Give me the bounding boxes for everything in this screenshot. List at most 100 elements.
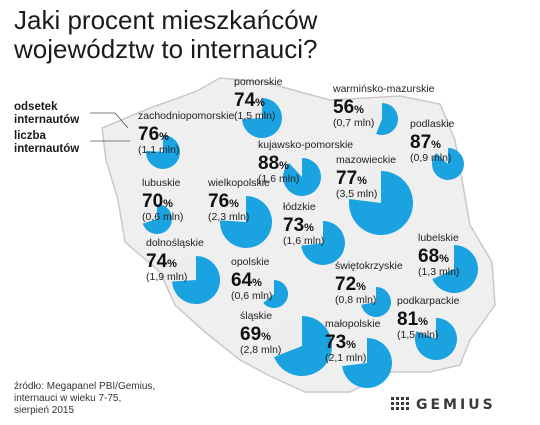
- percent-unit-podkarpackie: %: [418, 316, 428, 328]
- legend-percent-line-2: internautów: [14, 114, 80, 126]
- region-name-opolskie: opolskie: [231, 256, 270, 268]
- region-slaskie: śląskie 69%(2,8 mln): [240, 310, 333, 376]
- pie-slice-lubuskie: [142, 204, 172, 235]
- page-title: Jaki procent mieszkańców województw to i…: [14, 6, 534, 64]
- region-percent-opolskie: 64%: [231, 270, 262, 291]
- region-users-warminsko-mazurskie: (0,7 mln): [333, 117, 374, 129]
- region-users-swietokrzyskie: (0,8 mln): [335, 294, 376, 306]
- percent-unit-lubuskie: %: [163, 198, 173, 210]
- region-percent-lodzkie: 73%: [283, 215, 314, 236]
- region-malopolskie: małopolskie 73%(2,1 mln): [325, 318, 393, 388]
- region-swietokrzyskie: świętokrzyskie 72%(0,8 mln): [335, 260, 403, 318]
- legend-count-line-1: liczba: [14, 130, 46, 142]
- percent-value-opolskie: 64: [231, 270, 253, 291]
- region-podlaskie: podlaskie 87%(0,9 mln): [410, 118, 465, 180]
- region-users-kujawsko-pomorskie: (1,6 mln): [258, 173, 299, 185]
- region-name-malopolskie: małopolskie: [325, 318, 381, 330]
- percent-unit-lodzkie: %: [304, 222, 314, 234]
- region-lubelskie: lubelskie 68%(1,3 mln): [418, 232, 478, 293]
- percent-unit-mazowieckie: %: [357, 175, 367, 187]
- source-line-2: internauci w wieku 7-75,: [14, 393, 122, 404]
- region-kujawsko-pomorskie: kujawsko-pomorskie 88%(1,6 mln): [258, 139, 353, 196]
- region-percent-lubuskie: 70%: [142, 191, 173, 212]
- region-podkarpackie: podkarpackie 81%(1,5 mln): [397, 295, 460, 360]
- region-users-opolskie: (0,6 mln): [231, 290, 272, 302]
- percent-value-swietokrzyskie: 72: [335, 274, 356, 295]
- region-name-lubelskie: lubelskie: [418, 232, 459, 244]
- region-name-kujawsko-pomorskie: kujawsko-pomorskie: [258, 139, 353, 151]
- percent-unit-warminsko-mazurskie: %: [354, 104, 364, 116]
- poland-map-outline: [101, 77, 496, 393]
- pie-slice-wielkopolskie: [219, 196, 272, 248]
- pie-slice-warminsko-mazurskie: [376, 103, 398, 135]
- region-warminsko-mazurskie: warmińsko-mazurskie 56%(0,7 mln): [332, 83, 435, 135]
- region-users-podkarpackie: (1,5 mln): [397, 329, 438, 341]
- region-pomorskie: pomorskie 74%(1,5 mln): [234, 76, 283, 138]
- percent-unit-kujawsko-pomorskie: %: [279, 160, 289, 172]
- region-name-lodzkie: łódzkie: [283, 201, 316, 213]
- region-users-lubuskie: (0,6 mln): [142, 211, 183, 223]
- pie-slice-pomorskie: [242, 98, 283, 138]
- region-percent-warminsko-mazurskie: 56%: [333, 97, 364, 118]
- source-line-1: źródło: Megapanel PBI/Gemius,: [14, 381, 156, 392]
- region-name-wielkopolskie: wielkopolskie: [207, 177, 270, 189]
- region-name-podkarpackie: podkarpackie: [397, 295, 460, 307]
- region-users-lubelskie: (1,3 mln): [418, 266, 459, 278]
- region-users-malopolskie: (2,1 mln): [325, 352, 366, 364]
- percent-unit-dolnoslaskie: %: [167, 258, 177, 270]
- percent-unit-lubelskie: %: [439, 253, 449, 265]
- region-wielkopolskie: wielkopolskie 76%(2,3 mln): [207, 177, 272, 248]
- pie-slice-podlaskie: [432, 148, 465, 180]
- percent-unit-malopolskie: %: [346, 339, 356, 351]
- region-name-slaskie: śląskie: [240, 310, 272, 322]
- pie-slice-swietokrzyskie: [361, 287, 392, 318]
- source-line-3: sierpień 2015: [14, 405, 75, 416]
- percent-value-warminsko-mazurskie: 56: [333, 97, 354, 118]
- pie-slice-kujawsko-pomorskie: [282, 158, 321, 196]
- region-name-pomorskie: pomorskie: [234, 76, 283, 88]
- region-users-lodzkie: (1,6 mln): [283, 235, 324, 247]
- region-percent-lubelskie: 68%: [418, 246, 449, 267]
- source-note: źródło: Megapanel PBI/Gemius, internauci…: [14, 381, 155, 417]
- legend-percent-line-1: odsetek: [14, 101, 58, 113]
- region-percent-slaskie: 69%: [240, 324, 271, 345]
- region-users-slaskie: (2,8 mln): [240, 344, 281, 356]
- percent-value-lubuskie: 70: [142, 191, 163, 212]
- percent-value-kujawsko-pomorskie: 88: [258, 153, 279, 174]
- percent-value-wielkopolskie: 76: [208, 191, 229, 212]
- pie-slice-podkarpackie: [414, 318, 457, 360]
- region-users-mazowieckie: (3,5 mln): [336, 188, 377, 200]
- gemius-dot-grid-icon: [391, 397, 409, 410]
- region-percent-mazowieckie: 77%: [336, 168, 367, 189]
- percent-value-mazowieckie: 77: [336, 168, 357, 189]
- percent-unit-slaskie: %: [261, 331, 271, 343]
- gemius-logo-text: GEMIUS: [416, 397, 496, 413]
- legend-count-line-2: internautów: [14, 143, 80, 155]
- region-percent-wielkopolskie: 76%: [208, 191, 239, 212]
- region-users-dolnoslaskie: (1,9 mln): [146, 271, 187, 283]
- legend-pointer-percent-diag: [114, 112, 129, 129]
- region-percent-podlaskie: 87%: [410, 132, 441, 153]
- region-zachodniopomorskie: zachodniopomorskie 76%(1,1 mln): [138, 110, 234, 169]
- region-percent-zachodniopomorskie: 76%: [138, 124, 169, 145]
- pie-slice-lubelskie: [432, 245, 478, 293]
- percent-unit-wielkopolskie: %: [229, 198, 239, 210]
- region-name-mazowieckie: mazowieckie: [336, 154, 396, 166]
- pie-slice-dolnoslaskie: [172, 256, 221, 305]
- percent-unit-opolskie: %: [252, 277, 262, 289]
- region-users-wielkopolskie: (2,3 mln): [208, 211, 249, 223]
- region-users-pomorskie: (1,5 mln): [234, 110, 275, 122]
- percent-unit-pomorskie: %: [255, 97, 265, 109]
- title-line-2: województw to internauci?: [14, 34, 318, 64]
- legend-percent-label: odsetek internautów: [14, 101, 79, 127]
- percent-value-podkarpackie: 81: [397, 309, 419, 330]
- legend-count-label: liczba internautów: [14, 130, 79, 156]
- region-name-zachodniopomorskie: zachodniopomorskie: [138, 110, 234, 122]
- region-percent-swietokrzyskie: 72%: [335, 274, 366, 295]
- percent-value-slaskie: 69: [240, 324, 261, 345]
- percent-value-lodzkie: 73: [283, 215, 304, 236]
- region-lubuskie: lubuskie 70%(0,6 mln): [142, 177, 183, 235]
